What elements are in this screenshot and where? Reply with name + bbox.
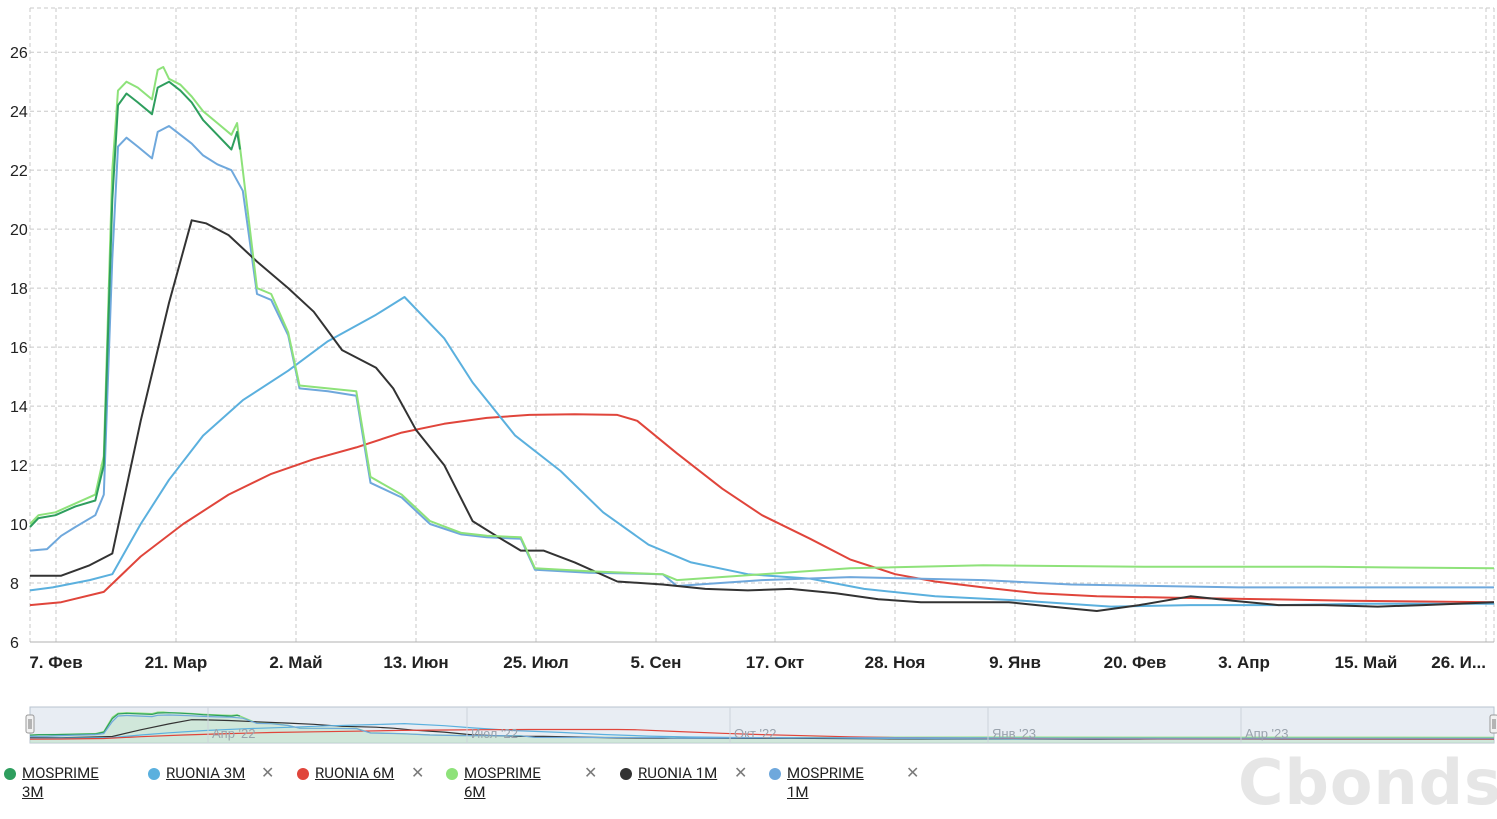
chart-grid xyxy=(29,7,1495,643)
y-tick-label: 26 xyxy=(10,45,28,62)
legend-item-ruonia-6m[interactable]: RUONIA 6M xyxy=(297,764,394,783)
x-tick-label: 25. Июл xyxy=(503,653,568,672)
y-axis-ticks: 6 8 10 12 14 16 18 20 22 24 26 xyxy=(10,45,28,652)
x-axis-ticks: 7. Фев 21. Мар 2. Май 13. Июн 25. Июл 5. Сен 1… xyxy=(29,653,1486,672)
y-tick-label: 24 xyxy=(10,104,28,121)
navigator-series-line xyxy=(29,712,241,736)
series-line-ruonia-3m xyxy=(29,296,1494,608)
y-tick-label: 6 xyxy=(10,635,19,652)
legend-item-mosprime-1m[interactable]: MOSPRIME 1M xyxy=(769,764,877,802)
y-tick-label: 12 xyxy=(10,458,28,475)
y-tick-label: 20 xyxy=(10,222,28,239)
legend-dot-mosprime-3m xyxy=(4,768,16,780)
legend-dot-ruonia-3m xyxy=(148,768,160,780)
x-tick-label: 7. Фев xyxy=(29,653,82,672)
x-tick-label: 28. Ноя xyxy=(865,653,926,672)
legend-dot-ruonia-6m xyxy=(297,768,309,780)
series-line-ruonia-6m xyxy=(29,413,1495,607)
legend-label[interactable]: MOSPRIME 3M xyxy=(22,764,99,801)
x-tick-label: 20. Фев xyxy=(1104,653,1167,672)
y-tick-label: 14 xyxy=(10,399,28,416)
y-tick-label: 16 xyxy=(10,340,28,357)
navigator-label: Янв '23 xyxy=(992,726,1036,741)
y-tick-label: 8 xyxy=(10,576,19,593)
series-line-mosprime-6m xyxy=(29,66,1495,582)
legend-label[interactable]: RUONIA 6M xyxy=(315,764,395,782)
x-tick-label: 13. Июн xyxy=(383,653,448,672)
x-tick-label: 15. Май xyxy=(1335,653,1398,672)
remove-ruonia-3m-icon[interactable]: ✕ xyxy=(261,763,275,782)
legend-item-mosprime-3m[interactable]: MOSPRIME 3M xyxy=(4,764,112,802)
legend: MOSPRIME 3M RUONIA 3M ✕ RUONIA 6M ✕ MOSP… xyxy=(0,760,960,806)
y-tick-label: 10 xyxy=(10,517,28,534)
navigator-left-handle[interactable] xyxy=(25,714,35,734)
remove-ruonia-1m-icon[interactable]: ✕ xyxy=(734,763,748,782)
chart-series xyxy=(29,66,1495,612)
y-tick-label: 18 xyxy=(10,281,28,298)
navigator-label: Апр '23 xyxy=(1245,726,1289,741)
legend-label[interactable]: MOSPRIME 1M xyxy=(787,764,864,801)
x-tick-label: 9. Янв xyxy=(989,653,1041,672)
remove-ruonia-6m-icon[interactable]: ✕ xyxy=(411,763,425,782)
remove-mosprime-6m-icon[interactable]: ✕ xyxy=(584,763,598,782)
x-tick-label: 17. Окт xyxy=(746,653,804,672)
remove-mosprime-1m-icon[interactable]: ✕ xyxy=(906,763,920,782)
series-line-ruonia-1m xyxy=(30,219,1495,612)
x-tick-label: 2. Май xyxy=(269,653,322,672)
series-line-mosprime-1m xyxy=(29,125,1494,589)
x-tick-label: 21. Мар xyxy=(145,653,208,672)
x-tick-label: 3. Апр xyxy=(1218,653,1270,672)
legend-dot-mosprime-1m xyxy=(769,768,781,780)
legend-item-mosprime-6m[interactable]: MOSPRIME 6M xyxy=(446,764,554,802)
navigator-series-line xyxy=(29,714,1494,739)
legend-label[interactable]: MOSPRIME 6M xyxy=(464,764,541,801)
navigator-label: Июл '22 xyxy=(471,726,518,741)
x-tick-label: 26. И... xyxy=(1431,653,1486,672)
navigator-label: Окт '22 xyxy=(734,726,776,741)
series-line-mosprime-3m xyxy=(29,80,241,528)
legend-item-ruonia-3m[interactable]: RUONIA 3M xyxy=(148,764,245,783)
legend-item-ruonia-1m[interactable]: RUONIA 1M xyxy=(620,764,717,783)
x-tick-label: 5. Сен xyxy=(631,653,682,672)
y-tick-label: 22 xyxy=(10,163,28,180)
navigator-area xyxy=(30,712,1494,743)
legend-dot-ruonia-1m xyxy=(620,768,632,780)
navigator[interactable]: Апр '22 Июл '22 Окт '22 Янв '23 Апр '23 xyxy=(25,706,1497,744)
line-chart: 6 8 10 12 14 16 18 20 22 24 26 7. Фев 21. Мар 2. Май… xyxy=(10,7,1497,744)
navigator-label: Апр '22 xyxy=(212,726,256,741)
legend-label[interactable]: RUONIA 1M xyxy=(638,764,718,782)
legend-dot-mosprime-6m xyxy=(446,768,458,780)
cbonds-watermark: Cbonds xyxy=(1238,746,1497,819)
legend-label[interactable]: RUONIA 3M xyxy=(166,764,246,782)
